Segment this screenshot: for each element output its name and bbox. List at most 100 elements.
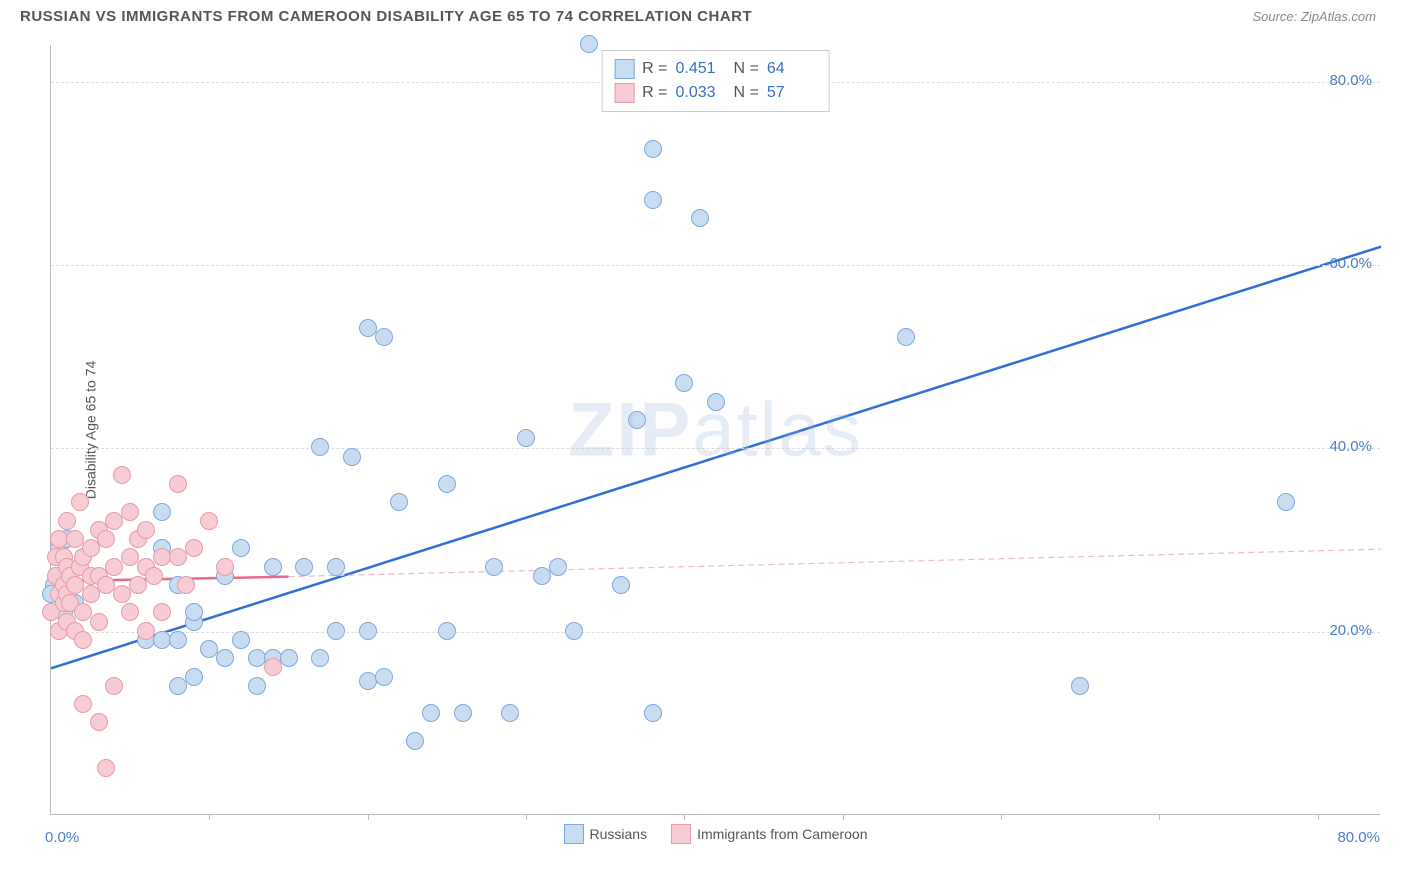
data-point-cameroon (58, 512, 76, 530)
data-point-cameroon (153, 603, 171, 621)
n-label: N = (734, 60, 759, 78)
x-tick (1001, 814, 1002, 820)
data-point-russians (644, 704, 662, 722)
data-point-russians (565, 622, 583, 640)
data-point-cameroon (169, 475, 187, 493)
data-point-russians (232, 631, 250, 649)
data-point-russians (897, 328, 915, 346)
data-point-cameroon (121, 503, 139, 521)
legend-item-cameroon: Immigrants from Cameroon (671, 824, 867, 844)
data-point-russians (406, 732, 424, 750)
x-tick (526, 814, 527, 820)
data-point-cameroon (97, 759, 115, 777)
data-point-cameroon (145, 567, 163, 585)
data-point-cameroon (137, 622, 155, 640)
x-origin-label: 0.0% (45, 829, 79, 846)
n-value: 57 (767, 84, 817, 102)
data-point-russians (153, 503, 171, 521)
data-point-russians (248, 677, 266, 695)
data-point-russians (612, 576, 630, 594)
x-tick (209, 814, 210, 820)
data-point-cameroon (97, 530, 115, 548)
data-point-cameroon (121, 603, 139, 621)
data-point-russians (311, 438, 329, 456)
data-point-russians (264, 558, 282, 576)
data-point-russians (232, 539, 250, 557)
data-point-russians (280, 649, 298, 667)
data-point-cameroon (90, 713, 108, 731)
data-point-russians (375, 668, 393, 686)
correlation-legend: R = 0.451 N = 64 R = 0.033 N = 57 (601, 50, 830, 112)
data-point-russians (359, 622, 377, 640)
data-point-russians (501, 704, 519, 722)
y-tick-label: 40.0% (1329, 438, 1372, 455)
data-point-cameroon (74, 695, 92, 713)
series-legend: Russians Immigrants from Cameroon (564, 824, 868, 844)
data-point-russians (390, 493, 408, 511)
data-point-russians (327, 622, 345, 640)
swatch-icon (614, 83, 634, 103)
data-point-russians (311, 649, 329, 667)
data-point-russians (707, 393, 725, 411)
x-tick (1318, 814, 1319, 820)
data-point-russians (438, 475, 456, 493)
y-tick-label: 80.0% (1329, 72, 1372, 89)
data-point-cameroon (71, 493, 89, 511)
data-point-russians (422, 704, 440, 722)
data-point-cameroon (105, 677, 123, 695)
x-max-label: 80.0% (1337, 829, 1380, 846)
data-point-cameroon (177, 576, 195, 594)
data-point-russians (438, 622, 456, 640)
data-point-russians (517, 429, 535, 447)
legend-row-cameroon: R = 0.033 N = 57 (614, 81, 817, 105)
data-point-cameroon (216, 558, 234, 576)
data-point-russians (485, 558, 503, 576)
n-label: N = (734, 84, 759, 102)
data-point-cameroon (264, 658, 282, 676)
gridline (51, 632, 1380, 633)
chart-title: RUSSIAN VS IMMIGRANTS FROM CAMEROON DISA… (20, 8, 752, 25)
y-tick-label: 20.0% (1329, 622, 1372, 639)
data-point-russians (454, 704, 472, 722)
data-point-russians (343, 448, 361, 466)
gridline (51, 265, 1380, 266)
swatch-icon (564, 824, 584, 844)
data-point-cameroon (185, 539, 203, 557)
data-point-russians (169, 631, 187, 649)
plot-svg (51, 45, 1380, 814)
data-point-russians (327, 558, 345, 576)
source-attribution: Source: ZipAtlas.com (1252, 9, 1376, 24)
x-tick (1159, 814, 1160, 820)
scatter-chart: Disability Age 65 to 74 ZIPatlas R =0.45… (50, 45, 1380, 815)
n-value: 64 (767, 60, 817, 78)
gridline (51, 448, 1380, 449)
x-tick (684, 814, 685, 820)
data-point-russians (375, 328, 393, 346)
data-point-cameroon (169, 548, 187, 566)
swatch-icon (671, 824, 691, 844)
data-point-cameroon (137, 521, 155, 539)
legend-label: Russians (590, 826, 648, 842)
data-point-russians (549, 558, 567, 576)
data-point-russians (185, 668, 203, 686)
r-value: 0.033 (676, 84, 726, 102)
data-point-russians (691, 209, 709, 227)
x-tick (843, 814, 844, 820)
legend-label: Immigrants from Cameroon (697, 826, 867, 842)
legend-item-russians: Russians (564, 824, 648, 844)
data-point-russians (644, 191, 662, 209)
r-label: R = (642, 84, 667, 102)
data-point-russians (295, 558, 313, 576)
data-point-russians (216, 649, 234, 667)
data-point-cameroon (113, 466, 131, 484)
data-point-russians (644, 140, 662, 158)
x-tick (368, 814, 369, 820)
data-point-russians (185, 603, 203, 621)
data-point-russians (580, 35, 598, 53)
data-point-cameroon (74, 631, 92, 649)
data-point-cameroon (90, 613, 108, 631)
data-point-russians (169, 677, 187, 695)
legend-row-russians: R =0.451N =64 (614, 57, 817, 81)
data-point-russians (1071, 677, 1089, 695)
r-value: 0.451 (676, 60, 726, 78)
